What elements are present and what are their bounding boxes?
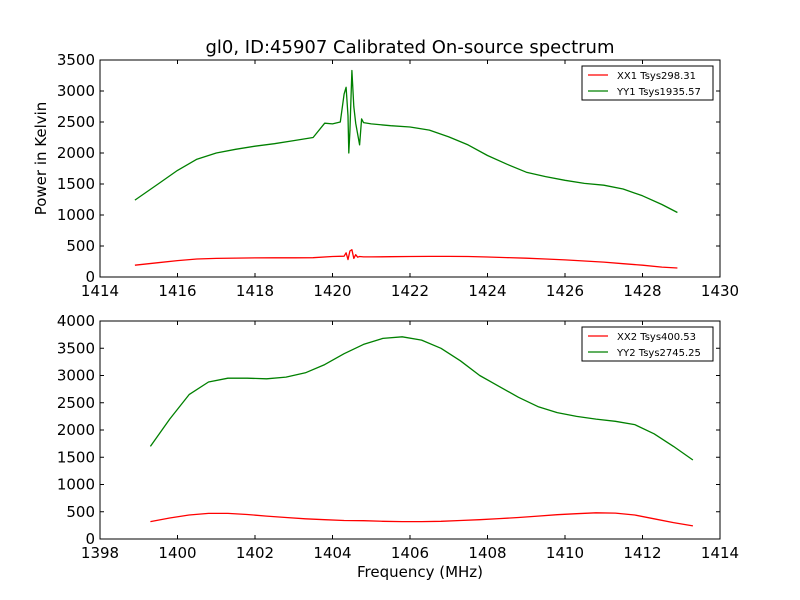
- series-line-2-2: [149, 336, 694, 461]
- y-tick-label: 1500: [57, 448, 95, 466]
- y-tick-label: 500: [66, 503, 95, 521]
- y-tick-label: 1000: [57, 206, 95, 224]
- x-tick-label: 1406: [391, 544, 429, 562]
- legend: XX1 Tsys298.31 YY1 Tsys1935.57: [581, 65, 714, 101]
- x-tick-label: 1420: [313, 282, 351, 300]
- y-tick-label: 3000: [57, 82, 95, 100]
- x-tick-label: 1418: [236, 282, 274, 300]
- x-tick-label: 1412: [623, 544, 661, 562]
- y-tick-label: 1500: [57, 175, 95, 193]
- y-tick-label: 0: [85, 268, 95, 286]
- chart-panels: 1414 1416 1418 1420 1422 1424 1426 1428 1430 0 500…: [32, 51, 739, 581]
- x-tick-label: 1426: [546, 282, 584, 300]
- figure-title: gl0, ID:45907 Calibrated On-source spect…: [205, 37, 614, 58]
- x-tick-label: 1408: [468, 544, 506, 562]
- series-line-2-1: [150, 512, 694, 527]
- legend-entry: XX1 Tsys298.31: [617, 71, 696, 82]
- legend-box: [581, 65, 714, 101]
- x-tick-label: 1424: [468, 282, 506, 300]
- x-tick-label: 1404: [313, 544, 351, 562]
- y-tick-label: 2500: [57, 113, 95, 131]
- y-tick-label: 0: [85, 530, 95, 548]
- y-tick-label: 2000: [57, 421, 95, 439]
- y-tick-label: 3500: [57, 339, 95, 357]
- y-tick-label: 2000: [57, 144, 95, 162]
- x-tick-label: 1400: [158, 544, 196, 562]
- y-tick-label: 1000: [57, 476, 95, 494]
- series-line-1-1: [134, 249, 678, 269]
- x-tick-label: 1410: [546, 544, 584, 562]
- x-axis-label: Frequency (MHz): [357, 563, 483, 581]
- legend-box: [581, 326, 714, 362]
- x-tick-label: 1430: [701, 282, 739, 300]
- series-line-1-2: [134, 69, 678, 214]
- y-tick-label: 500: [66, 237, 95, 255]
- y-axis-label: Power in Kelvin: [32, 102, 50, 216]
- x-tick-label: 1398: [81, 544, 119, 562]
- y-tick-label: 3000: [57, 367, 95, 385]
- x-tick-label: 1414: [701, 544, 739, 562]
- x-tick-label: 1414: [81, 282, 119, 300]
- legend-entry: XX2 Tsys400.53: [617, 332, 696, 343]
- x-tick-label: 1422: [391, 282, 429, 300]
- legend: XX2 Tsys400.53 YY2 Tsys2745.25: [581, 326, 714, 362]
- chart-panel-1: 1414 1416 1418 1420 1422 1424 1426 1428 1430 0 500…: [32, 51, 739, 300]
- legend-entry: YY1 Tsys1935.57: [616, 87, 701, 98]
- x-tick-label: 1428: [623, 282, 661, 300]
- y-tick-label: 2500: [57, 394, 95, 412]
- x-tick-label: 1402: [236, 544, 274, 562]
- chart-panel-2: 1398 1400 1402 1404 1406 1408 1410 1412 1414 0 500…: [57, 312, 739, 581]
- legend-entry: YY2 Tsys2745.25: [616, 348, 701, 359]
- y-tick-label: 3500: [57, 51, 95, 69]
- y-tick-label: 4000: [57, 312, 95, 330]
- x-tick-label: 1416: [158, 282, 196, 300]
